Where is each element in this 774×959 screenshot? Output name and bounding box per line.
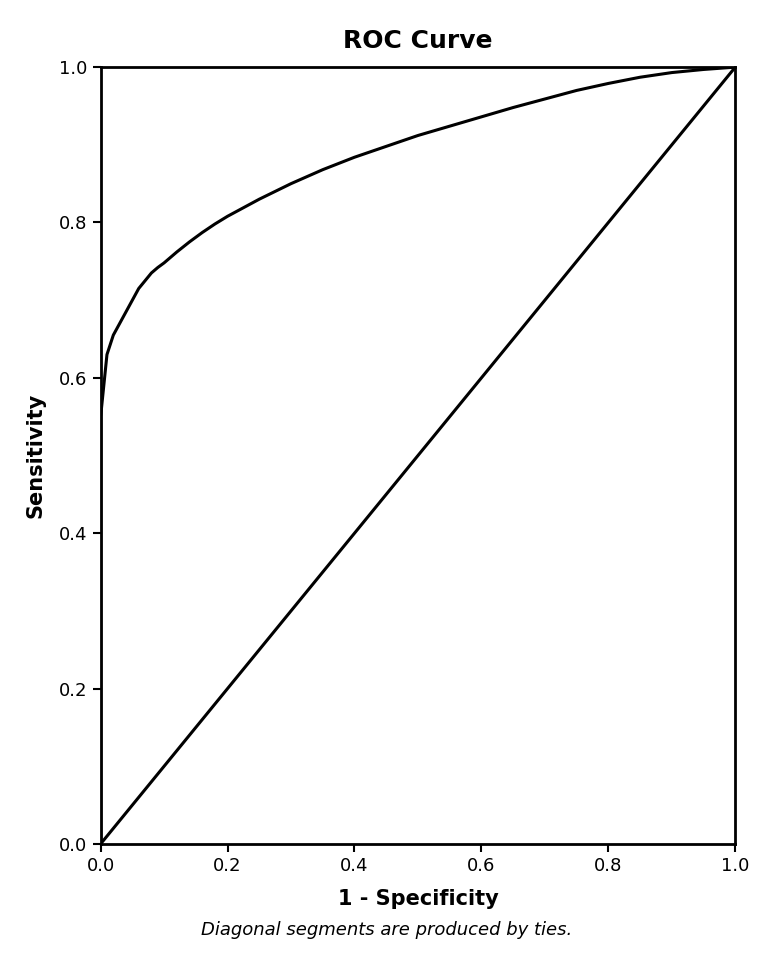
Title: ROC Curve: ROC Curve [343,29,493,53]
X-axis label: 1 - Specificity: 1 - Specificity [337,889,498,909]
Y-axis label: Sensitivity: Sensitivity [25,393,45,518]
Text: Diagonal segments are produced by ties.: Diagonal segments are produced by ties. [201,922,573,939]
